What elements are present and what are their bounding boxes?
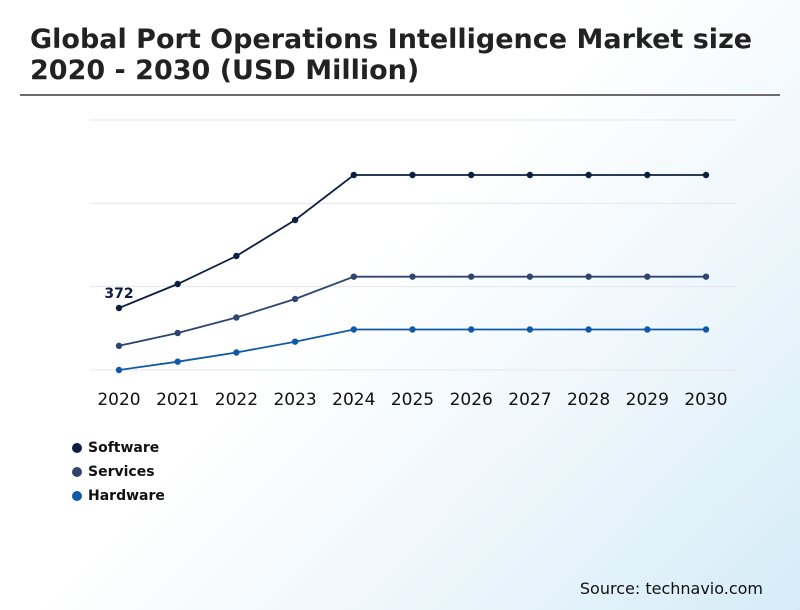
data-point-software xyxy=(233,252,240,260)
data-point-hardware xyxy=(585,326,592,333)
x-tick-label: 2023 xyxy=(273,390,316,410)
x-tick-label: 2028 xyxy=(567,390,610,410)
x-tick-label: 2020 xyxy=(97,390,140,410)
x-tick-label: 2021 xyxy=(156,390,199,410)
legend-swatch-icon xyxy=(72,443,82,453)
x-tick-label: 2025 xyxy=(391,390,434,410)
data-point-software xyxy=(585,171,592,179)
data-point-software xyxy=(350,171,357,179)
data-point-software xyxy=(174,280,181,288)
data-point-services xyxy=(644,273,651,280)
x-tick-labels: 2020 2021 2022 2023 2024 2025 2026 2027 2028 2029… xyxy=(97,390,727,410)
data-point-software xyxy=(702,171,710,179)
source-note: Source: technavio.com xyxy=(579,579,763,598)
legend-label: Services xyxy=(88,464,155,480)
data-point-hardware xyxy=(291,338,299,345)
data-point-hardware xyxy=(350,326,357,333)
legend-label: Hardware xyxy=(88,488,165,504)
data-point-services xyxy=(174,329,181,337)
x-tick-label: 2024 xyxy=(332,390,375,410)
x-tick-label: 2022 xyxy=(215,390,258,410)
data-point-hardware xyxy=(526,326,534,333)
x-tick-label: 2029 xyxy=(626,390,669,410)
legend-swatch-icon xyxy=(72,491,82,501)
data-point-software xyxy=(115,304,123,312)
data-point-services xyxy=(702,273,710,280)
series-line-software xyxy=(118,174,706,309)
legend-item-hardware: Hardware xyxy=(72,484,165,508)
data-point-services xyxy=(409,273,416,280)
data-points xyxy=(115,171,710,374)
series-line-hardware xyxy=(118,328,706,371)
data-point-services xyxy=(115,342,123,350)
data-point-services xyxy=(233,314,240,321)
data-point-software xyxy=(468,171,475,179)
legend-item-software: Software xyxy=(72,436,165,460)
title-divider xyxy=(20,94,780,96)
legend-label: Software xyxy=(88,440,160,456)
data-labels: 372 xyxy=(104,286,133,302)
data-point-software xyxy=(409,171,416,179)
chart-title: Global Port Operations Intelligence Mark… xyxy=(30,24,753,86)
data-point-hardware xyxy=(644,326,651,333)
data-point-hardware xyxy=(115,366,123,374)
data-point-hardware xyxy=(233,349,240,356)
data-point-services xyxy=(526,273,534,280)
x-tick-label: 2027 xyxy=(508,390,551,410)
legend: Software Services Hardware xyxy=(72,436,165,508)
grid-lines xyxy=(90,119,736,371)
x-tick-label: 2026 xyxy=(450,390,493,410)
x-tick-label: 2030 xyxy=(684,390,727,410)
series-lines xyxy=(118,174,706,371)
legend-item-services: Services xyxy=(72,460,165,484)
data-point-software xyxy=(526,171,534,179)
data-point-services xyxy=(585,273,592,280)
data-point-services xyxy=(468,273,475,280)
data-point-hardware xyxy=(409,326,416,333)
data-point-software xyxy=(291,216,299,224)
data-point-services xyxy=(291,295,299,303)
legend-swatch-icon xyxy=(72,467,82,477)
data-point-hardware xyxy=(468,326,475,333)
data-label: 372 xyxy=(104,286,133,302)
data-point-services xyxy=(350,273,357,280)
data-point-hardware xyxy=(702,326,710,333)
data-point-software xyxy=(644,171,651,179)
data-point-hardware xyxy=(174,358,181,365)
line-chart: 372 2020 2021 2022 2023 2024 2025 2026 2027 2028… xyxy=(90,119,736,410)
